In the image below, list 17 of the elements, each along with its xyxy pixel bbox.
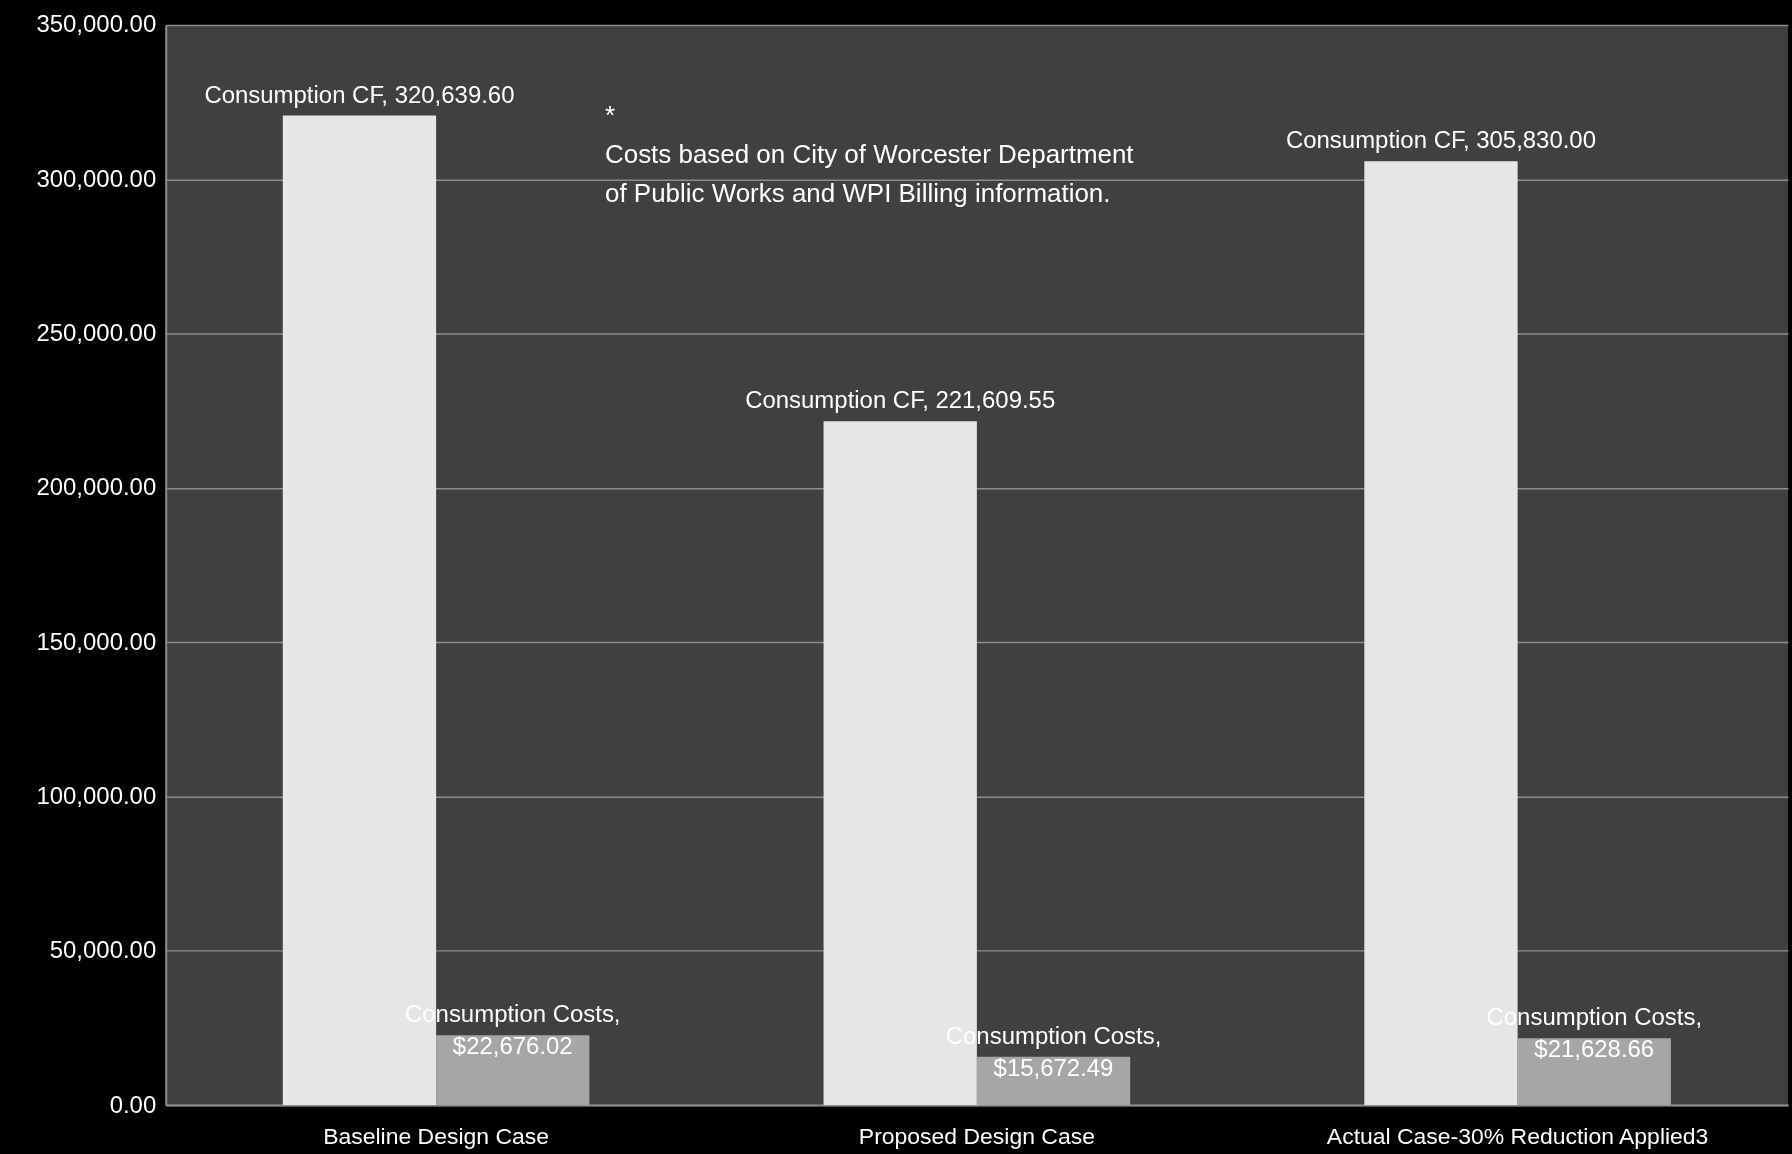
- y-tick-label: 250,000.00: [36, 319, 157, 347]
- y-tick-label: 200,000.00: [36, 473, 157, 501]
- y-tick-label: 300,000.00: [36, 164, 157, 192]
- y-tick-label: 350,000.00: [36, 10, 157, 38]
- x-tick-label: Proposed Design Case: [858, 1122, 1095, 1149]
- y-tick-label: 150,000.00: [36, 627, 157, 655]
- y-tick-label: 0.00: [109, 1090, 157, 1118]
- y-tick-label: 50,000.00: [49, 936, 157, 964]
- y-tick-label: 100,000.00: [36, 781, 157, 809]
- data-label: Consumption CF, 305,830.00: [1285, 126, 1596, 154]
- bar: [436, 1035, 590, 1106]
- data-label: Consumption CF, 320,639.60: [204, 80, 515, 108]
- x-tick-label: Actual Case-30% Reduction Applied3: [1326, 1122, 1709, 1149]
- x-tick-label: Baseline Design Case: [323, 1122, 550, 1149]
- annotation: * Costs based on City of Worcester Department of Public Works and WPI Billing information.: [604, 100, 1135, 207]
- data-label: Consumption CF, 221,609.55: [745, 386, 1056, 414]
- bar: [1517, 1038, 1671, 1106]
